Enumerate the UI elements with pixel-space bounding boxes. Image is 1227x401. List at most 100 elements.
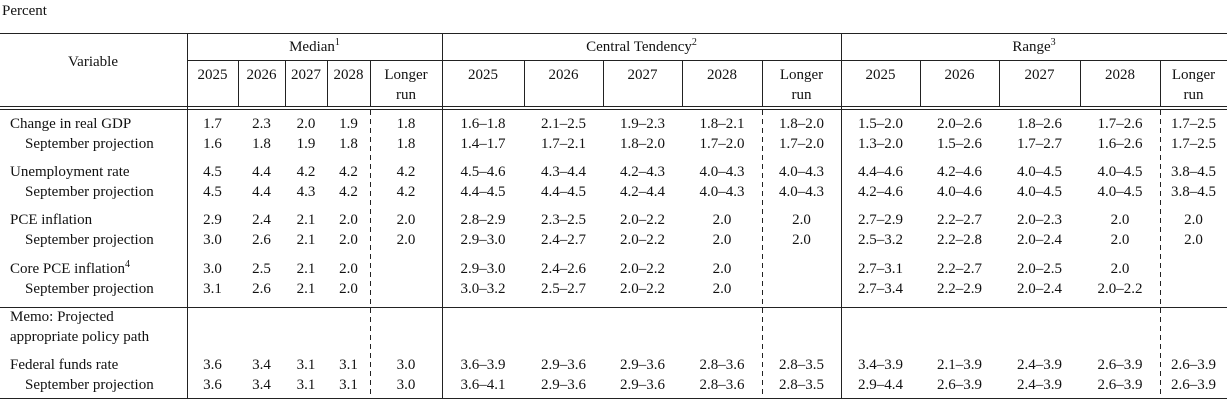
cell: 2.6–3.9: [937, 377, 982, 393]
cell: 2.1: [296, 281, 316, 297]
footnote-mark: 1: [334, 37, 340, 48]
cell: 4.2: [396, 184, 416, 200]
cell: 4.2–4.4: [620, 184, 665, 200]
cell: 2.6: [252, 232, 271, 248]
group-header-text: Central Tendency: [586, 39, 692, 55]
cell: 2.9–3.6: [620, 357, 665, 373]
cell: 4.0–4.5: [1097, 164, 1143, 180]
cell: 3.6–4.1: [460, 377, 506, 393]
row-label: Unemployment rate: [10, 162, 130, 182]
year-header: 2027: [1024, 67, 1055, 83]
cell: 4.5–4.6: [460, 164, 506, 180]
cell: 2.1: [296, 232, 316, 248]
cell: 2.9–4.4: [858, 377, 903, 393]
year-header: 2026: [246, 67, 277, 83]
cell: 2.6–3.9: [1171, 377, 1216, 393]
footnote-mark: 3: [1050, 37, 1056, 48]
row-label: September projection: [25, 134, 154, 154]
cell: 2.2–2.9: [937, 281, 982, 297]
cell: 4.0–4.5: [1017, 164, 1062, 180]
cell: 2.5–3.2: [858, 232, 903, 248]
cell: 2.5–2.7: [541, 281, 586, 297]
cell: 1.7–2.5: [1171, 116, 1216, 132]
cell: 2.1: [296, 261, 316, 277]
row-label: Change in real GDP: [10, 114, 131, 134]
cell: 2.0–2.2: [1097, 281, 1143, 297]
cell: 3.6: [203, 377, 222, 393]
cell: 3.0–3.2: [460, 281, 506, 297]
cell: 4.2–4.6: [937, 164, 982, 180]
footnote-mark: 4: [125, 259, 130, 270]
cell: 3.0: [396, 357, 416, 373]
cell: 2.0–2.3: [1017, 212, 1062, 228]
cell: 3.1: [296, 377, 316, 393]
cell: 4.3: [296, 184, 316, 200]
cell: 1.6–1.8: [460, 116, 506, 132]
cell: 2.9–3.6: [541, 357, 586, 373]
cell: 2.0: [1110, 261, 1130, 277]
row-label: Federal funds rate: [10, 355, 118, 375]
year-header: Longer run: [1171, 67, 1216, 103]
cell: 3.0: [396, 377, 416, 393]
cell: 2.7–3.4: [858, 281, 903, 297]
row-label: PCE inflation: [10, 210, 92, 230]
cell: 4.2: [339, 184, 358, 200]
cell: 3.4: [252, 377, 271, 393]
cell: 3.4–3.9: [858, 357, 903, 373]
cell: 2.0: [396, 212, 416, 228]
cell: 3.0: [203, 261, 222, 277]
cell: 3.8–4.5: [1171, 184, 1216, 200]
cell: 2.0–2.2: [620, 261, 665, 277]
cell: 1.5–2.0: [858, 116, 903, 132]
cell: 2.6–3.9: [1171, 357, 1216, 373]
cell: 2.5: [252, 261, 271, 277]
cell: 2.9–3.0: [460, 261, 506, 277]
cell: 2.0: [1110, 232, 1130, 248]
cell: 2.9–3.6: [620, 377, 665, 393]
cell: 1.9: [339, 116, 358, 132]
variable-header: Variable: [68, 54, 118, 70]
cell: 4.4–4.5: [460, 184, 506, 200]
cell: 2.0–2.6: [937, 116, 982, 132]
group-header: Central Tendency2: [586, 37, 697, 57]
cell: 2.9–3.0: [460, 232, 506, 248]
cell: 4.0–4.5: [1097, 184, 1143, 200]
cell: 1.7–2.0: [779, 136, 824, 152]
cell: 1.7–2.0: [699, 136, 745, 152]
year-header: 2025: [865, 67, 896, 83]
row-label-text: September projection: [25, 184, 154, 200]
cell: 1.7: [203, 116, 222, 132]
cell: 4.0–4.6: [937, 184, 982, 200]
cell: 3.0: [203, 232, 222, 248]
cell: 3.1: [203, 281, 222, 297]
cell: 1.8: [339, 136, 358, 152]
cell: 2.6–3.9: [1097, 357, 1143, 373]
cell: 2.0: [712, 281, 732, 297]
cell: 3.1: [339, 377, 358, 393]
row-label-text: September projection: [25, 281, 154, 297]
cell: 2.8–3.6: [699, 357, 745, 373]
cell: 2.0: [339, 261, 358, 277]
cell: 3.6–3.9: [460, 357, 506, 373]
cell: 4.2: [339, 164, 358, 180]
cell: 1.8: [252, 136, 271, 152]
unit: Percent: [2, 3, 47, 19]
cell: 2.0: [792, 212, 811, 228]
cell: 2.2–2.7: [937, 261, 982, 277]
year-header: 2028: [707, 67, 737, 83]
cell: 2.4: [252, 212, 271, 228]
cell: 2.0–2.5: [1017, 261, 1062, 277]
cell: 1.7–2.5: [1171, 136, 1216, 152]
cell: 2.7–2.9: [858, 212, 903, 228]
cell: 4.2: [396, 164, 416, 180]
cell: 4.0–4.3: [699, 184, 745, 200]
cell: 2.4–2.7: [541, 232, 586, 248]
row-label-text: Memo: Projected appropriate policy path: [10, 309, 150, 345]
year-header: 2027: [291, 67, 321, 83]
cell: 2.4–3.9: [1017, 357, 1062, 373]
year-header: 2025: [197, 67, 228, 83]
cell: 4.4–4.6: [858, 164, 903, 180]
